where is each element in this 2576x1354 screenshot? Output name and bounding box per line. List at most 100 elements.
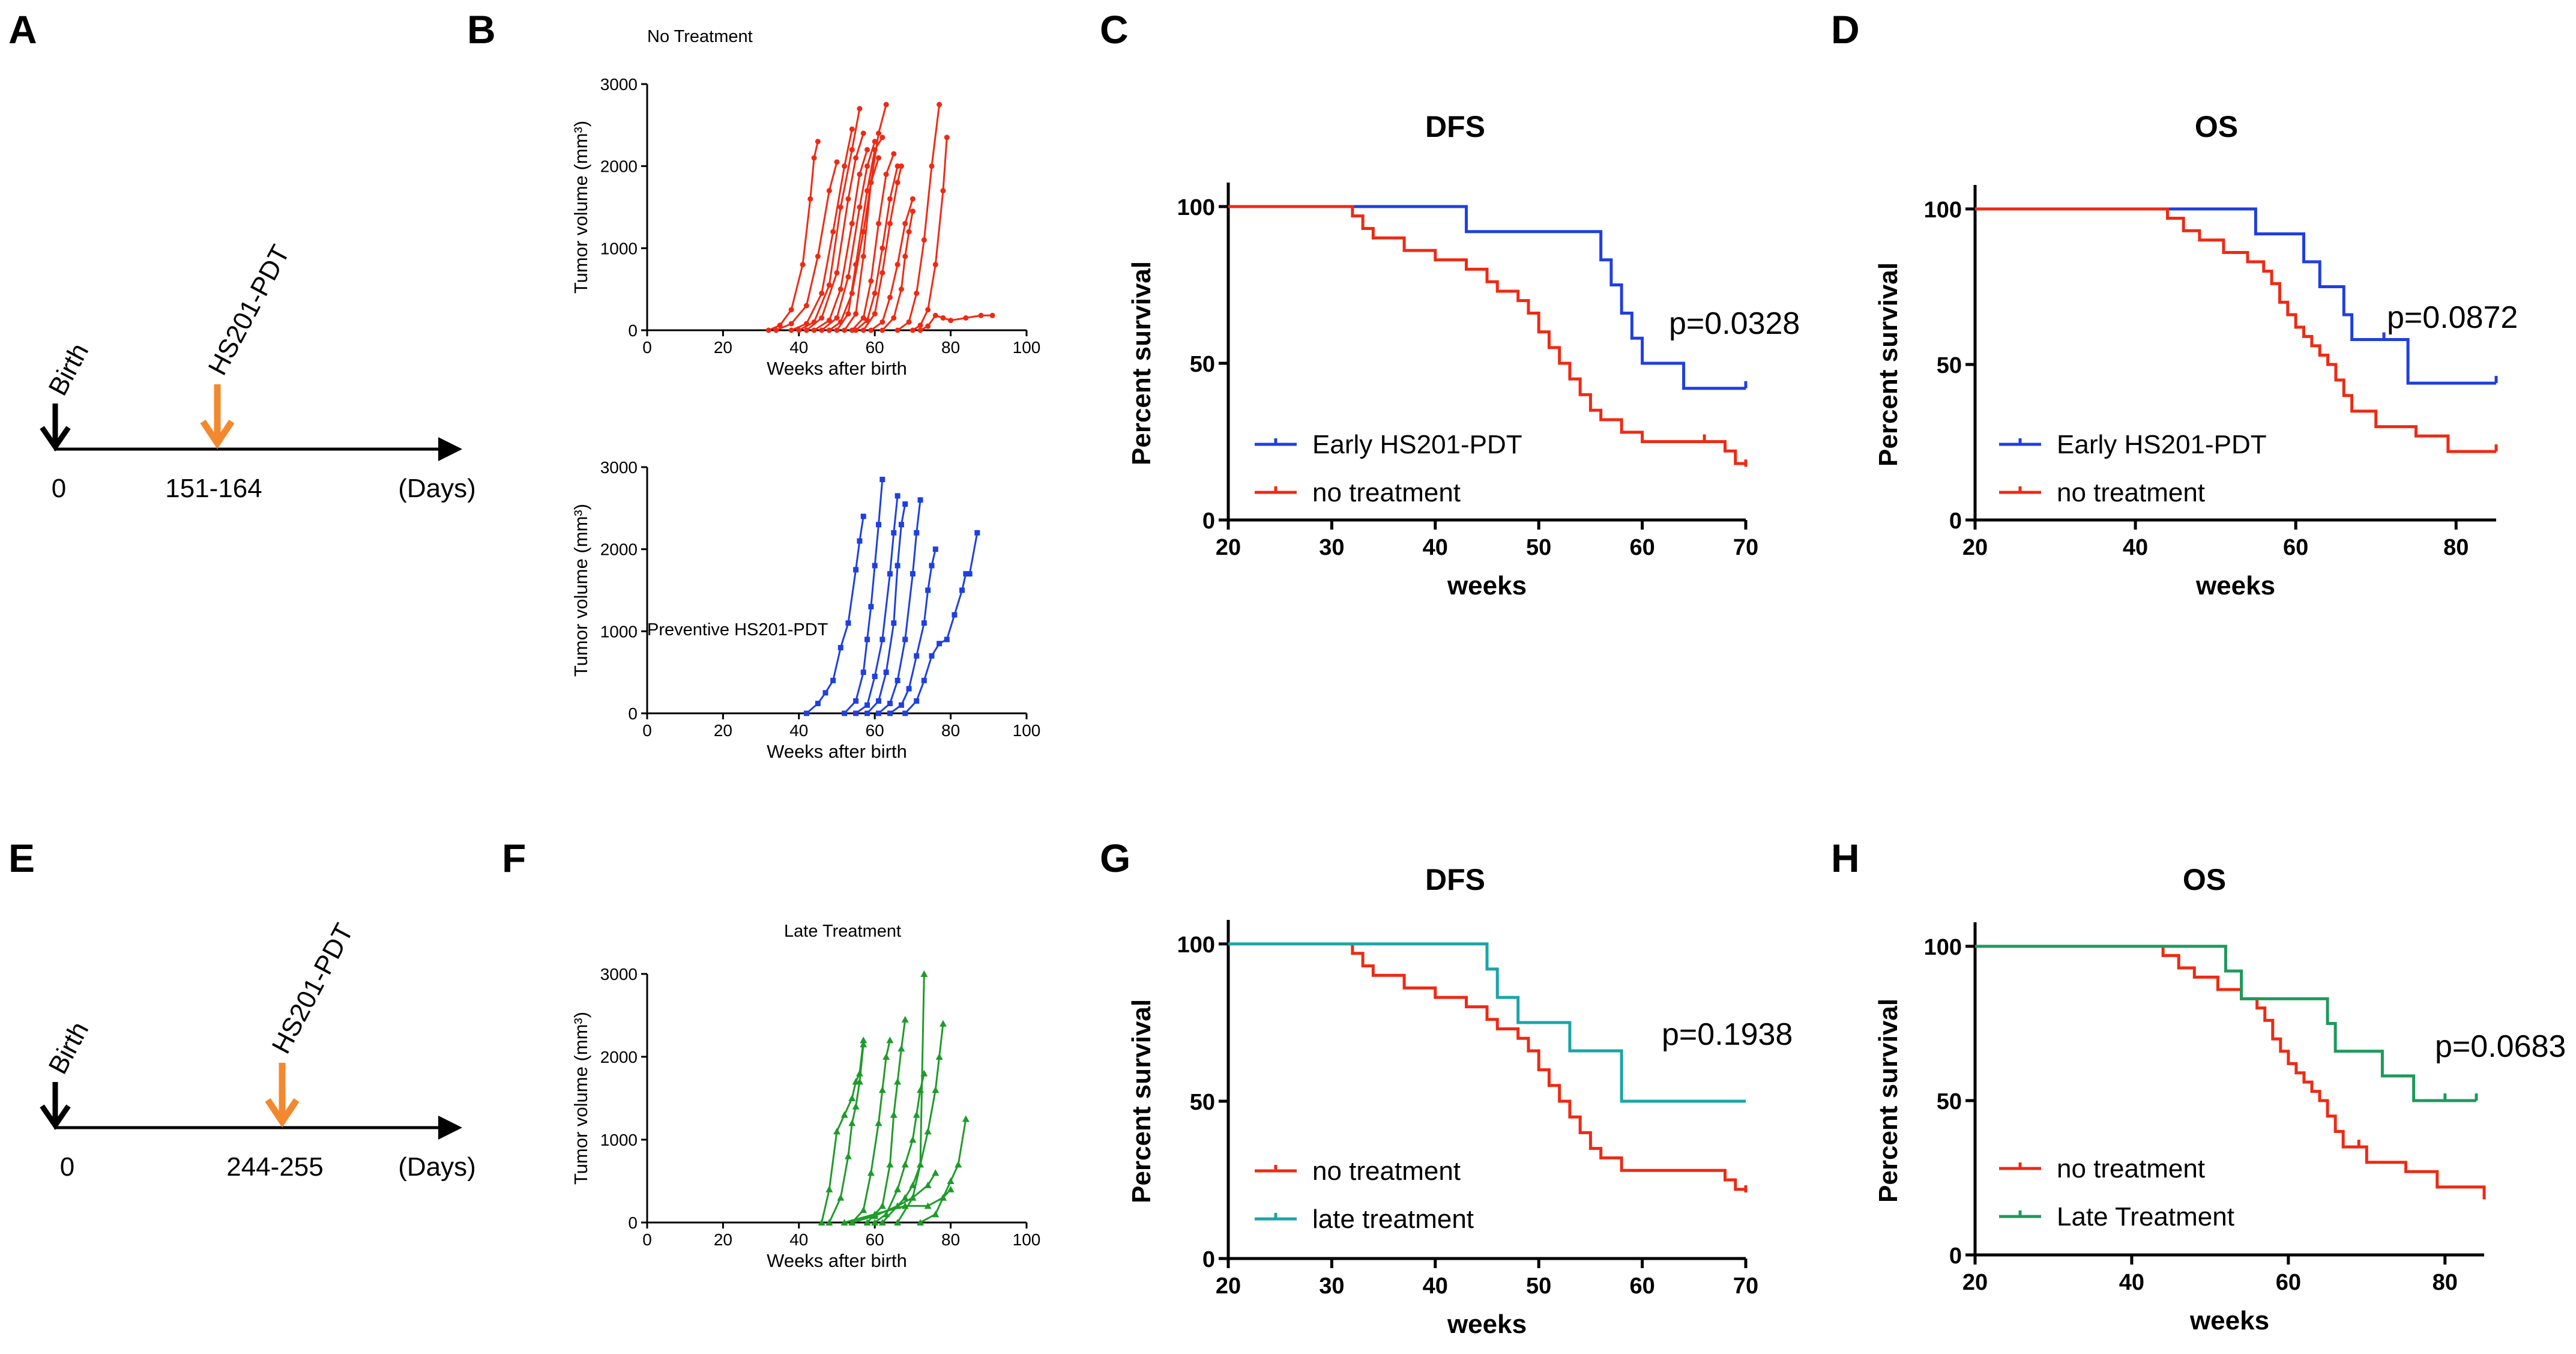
y-axis-label: Percent survival <box>1874 999 1903 1203</box>
data-point <box>819 291 825 296</box>
data-point <box>853 698 859 704</box>
data-point <box>849 220 855 226</box>
data-point <box>800 262 806 268</box>
x-tick-label: 70 <box>1733 535 1758 560</box>
data-point <box>909 571 915 577</box>
data-point <box>845 311 851 317</box>
data-point <box>860 669 866 675</box>
y-tick-label: 50 <box>1937 1089 1962 1114</box>
x-axis-label: weeks <box>2189 1306 2269 1335</box>
data-point <box>849 327 855 333</box>
chart-title: OS <box>2195 110 2238 144</box>
x-tick-label: 100 <box>1013 1230 1041 1249</box>
series-line-m14 <box>870 198 914 331</box>
data-point <box>826 327 832 333</box>
y-tick-label: 0 <box>628 1213 638 1232</box>
data-point <box>939 1194 947 1201</box>
data-point <box>898 522 904 528</box>
legend-label: Early HS201-PDT <box>2057 430 2267 459</box>
y-tick-label: 0 <box>1949 509 1962 534</box>
data-point <box>879 134 885 141</box>
x-tick-label: 50 <box>1526 535 1551 560</box>
x-tick-label: 20 <box>1216 535 1241 560</box>
x-tick-label: 40 <box>2119 1270 2144 1295</box>
data-point <box>815 701 821 707</box>
y-tick-label: 0 <box>1202 509 1215 534</box>
y-tick-label: 0 <box>628 704 638 723</box>
data-point <box>894 677 900 683</box>
y-tick-label: 2000 <box>600 540 638 559</box>
x-tick-label: 0 <box>642 338 652 357</box>
data-point <box>845 620 851 626</box>
data-point <box>803 303 809 309</box>
data-point <box>932 546 938 552</box>
x-tick-label: 70 <box>1733 1274 1758 1299</box>
km-curve-no-treatment <box>1975 944 2486 1200</box>
km-curve-early-hs201-pdt <box>1228 205 1746 390</box>
data-point <box>826 318 832 324</box>
series-line-m3 <box>791 128 853 331</box>
x-tick-label: 20 <box>1962 535 1988 560</box>
series-line-l6 <box>881 973 925 1224</box>
data-point <box>924 1181 932 1188</box>
p-value: p=0.0328 <box>1669 306 1800 341</box>
data-point <box>901 1202 909 1209</box>
data-point <box>842 163 848 169</box>
x-tick-label: 0 <box>642 1230 652 1249</box>
data-point <box>952 612 958 618</box>
data-point <box>917 322 923 328</box>
y-tick-label: 100 <box>1177 195 1215 220</box>
data-point <box>825 1185 833 1192</box>
birth-arrowhead-e <box>40 1104 71 1130</box>
data-point <box>978 312 984 318</box>
data-point <box>878 1202 886 1209</box>
p-value: p=0.0872 <box>2387 300 2518 335</box>
chart-title: Preventive HS201-PDT <box>647 620 828 639</box>
data-point <box>837 1194 845 1201</box>
data-point <box>906 229 912 235</box>
data-point <box>834 159 840 165</box>
legend-label: no treatment <box>1312 478 1461 507</box>
data-point <box>834 315 840 321</box>
data-point <box>906 686 912 692</box>
data-point <box>864 163 870 169</box>
series-line-l8 <box>851 1172 937 1224</box>
data-point <box>876 130 882 136</box>
data-point <box>914 698 920 704</box>
legend-label: no treatment <box>2057 1154 2205 1183</box>
data-point <box>947 1177 955 1184</box>
data-point <box>894 180 900 186</box>
y-tick-label: 1000 <box>600 239 638 258</box>
y-axis-label: Tumor volume (mm³) <box>570 504 591 677</box>
series-line-m7 <box>821 141 876 331</box>
data-point <box>807 196 813 202</box>
x-tick-label: 20 <box>1216 1274 1241 1299</box>
data-point <box>875 1119 882 1126</box>
x-tick-label: 100 <box>1013 338 1041 357</box>
data-point <box>882 1053 890 1060</box>
chart-dfs-late: 20 30 40 50 60 70 0 50 100 weeks Percent survival D… <box>1127 863 1793 1339</box>
data-point <box>940 188 946 194</box>
y-tick-label: 0 <box>1949 1244 1962 1269</box>
data-point <box>860 229 866 235</box>
data-point <box>891 620 897 626</box>
data-point <box>837 286 843 292</box>
data-point <box>887 196 893 202</box>
x-tick-label: 20 <box>714 338 732 357</box>
data-point <box>788 321 794 327</box>
timeline-e: Birth HS201-PDT 0 244-255 (Days) <box>40 919 476 1182</box>
data-point <box>914 653 920 659</box>
data-point <box>803 327 809 333</box>
data-point <box>822 690 828 696</box>
x-axis-label: Weeks after birth <box>767 358 907 379</box>
legend-label: Late Treatment <box>2057 1202 2234 1232</box>
data-point <box>815 253 821 259</box>
series-line-m13 <box>863 166 902 331</box>
series-line-m15 <box>881 211 914 331</box>
y-tick-label: 50 <box>1190 352 1215 377</box>
data-point <box>845 196 851 202</box>
data-point <box>868 327 874 333</box>
data-point <box>773 327 779 333</box>
